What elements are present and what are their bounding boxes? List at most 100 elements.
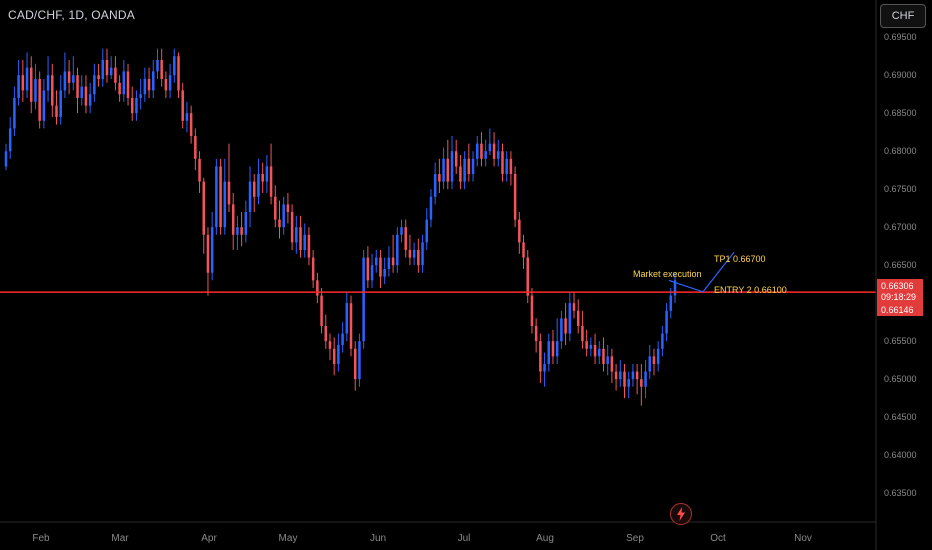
candle-body (417, 249, 420, 266)
candle-body (328, 341, 332, 349)
candle-body (551, 341, 555, 357)
candle (269, 143, 273, 205)
candle (311, 249, 315, 288)
candle (572, 291, 576, 319)
candle-body (396, 234, 399, 266)
candle (286, 192, 290, 224)
candle-body (244, 211, 248, 235)
candle-body (278, 219, 281, 228)
candle-body (345, 303, 349, 334)
candle-body (400, 227, 403, 235)
trade-path-line[interactable] (668, 251, 735, 293)
candle-body (25, 67, 29, 91)
candle (454, 139, 458, 174)
candle (623, 363, 626, 399)
candle-body (206, 234, 210, 273)
y-tick-label: 0.68500 (884, 108, 917, 118)
candle-body (320, 295, 323, 326)
candle (93, 63, 96, 102)
currency-button[interactable]: CHF (880, 4, 926, 28)
x-tick-label: May (279, 533, 298, 544)
candle-body (543, 363, 546, 372)
candle-body (202, 181, 206, 235)
candle (383, 257, 386, 285)
candle-body (46, 75, 50, 91)
candle (42, 79, 46, 129)
candle (560, 310, 563, 349)
x-axis: Feb Mar Apr May Jun Jul Aug Sep Oct Nov (32, 533, 812, 544)
y-tick-label: 0.64500 (884, 412, 917, 422)
candle (34, 63, 37, 110)
candle (206, 227, 210, 296)
candle-body (143, 79, 147, 95)
candle-body (173, 56, 176, 76)
x-tick-label: Sep (626, 533, 644, 544)
candle (370, 253, 374, 288)
candle-body (442, 158, 445, 182)
candle-body (433, 174, 437, 197)
candle (274, 185, 277, 228)
candle (665, 303, 668, 342)
candle-body (126, 71, 130, 99)
candle (202, 177, 206, 254)
candle-body (555, 341, 559, 357)
candle-body (488, 143, 492, 152)
candle (168, 63, 172, 99)
candle-body (324, 325, 328, 342)
candle-body (210, 227, 214, 273)
candle-body (223, 181, 227, 228)
candle-body (492, 143, 496, 159)
candle-body (231, 204, 235, 235)
candle (72, 56, 75, 91)
candle-body (59, 90, 62, 118)
candle (160, 48, 163, 87)
candle (88, 82, 92, 114)
candle (375, 249, 378, 273)
candle (295, 215, 298, 254)
candle (568, 291, 572, 342)
candle-body (661, 333, 664, 349)
candle (387, 246, 391, 277)
candle (526, 249, 529, 304)
y-tick-label: 0.65500 (884, 336, 917, 346)
candle-body (198, 158, 201, 182)
candle (412, 242, 416, 266)
candle (257, 158, 260, 205)
candle-body (274, 196, 277, 220)
candle (29, 56, 33, 114)
candle (492, 132, 496, 167)
candle (320, 287, 323, 334)
candle-body (530, 295, 534, 326)
candle-body (240, 227, 243, 235)
candle-body (421, 242, 424, 266)
x-tick-label: Nov (794, 533, 812, 544)
candle (25, 52, 29, 99)
candle (21, 60, 25, 102)
candle-body (51, 75, 54, 106)
candle-body (408, 249, 412, 258)
bolt-icon[interactable] (670, 503, 692, 525)
candle-body (471, 158, 475, 174)
y-tick-label: 0.68000 (884, 146, 917, 156)
candle-body (21, 75, 25, 91)
candle (652, 348, 656, 376)
candle (223, 158, 227, 235)
candle-body (219, 166, 222, 228)
candle (539, 333, 542, 383)
bolt-glyph (677, 507, 685, 521)
candle-body (526, 257, 529, 296)
candle (194, 128, 197, 171)
line-price-tag-bg (877, 303, 923, 316)
candle-body (438, 174, 441, 182)
candle-body (665, 310, 668, 334)
candle (661, 325, 664, 357)
candle (576, 299, 580, 334)
candle (509, 151, 513, 186)
candle (80, 75, 83, 106)
candle-body (4, 151, 8, 167)
candle-body (564, 318, 567, 334)
candle (396, 227, 399, 273)
candle-body (13, 98, 16, 129)
x-tick-label: Oct (710, 533, 726, 544)
